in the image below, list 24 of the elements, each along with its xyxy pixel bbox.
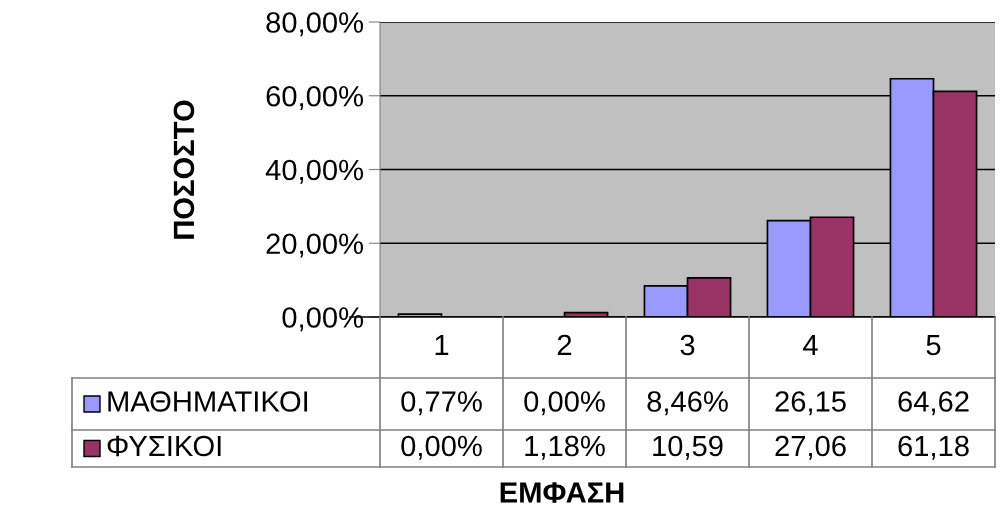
x-tick-label: 1 <box>435 334 449 356</box>
y-tick-label: 0,00% <box>282 307 363 332</box>
x-tick-label: 3 <box>680 334 695 356</box>
y-tick-label: 40,00% <box>265 159 363 184</box>
y-tick-label: 60,00% <box>266 85 363 111</box>
data-label: 0,00% <box>401 435 482 460</box>
data-label: 61,18 <box>898 435 969 460</box>
legend-label: ΦΥΣΙΚΟΙ <box>107 435 221 457</box>
data-label: 27,06 <box>775 435 846 460</box>
y-tick-label: 80,00% <box>266 12 363 37</box>
data-label: 10,59 <box>653 435 723 460</box>
y-tick-label: 20,00% <box>266 233 363 258</box>
data-label: 8,46% <box>647 391 728 416</box>
data-label: 1,18% <box>525 435 605 460</box>
data-label: 26,15 <box>775 391 846 416</box>
legend-label: ΜΑΘΗΜΑΤΙΚΟΙ <box>108 391 308 412</box>
x-tick-label: 5 <box>926 334 941 356</box>
y-axis-title: ΠΟΣΟΣΤΟ <box>173 100 195 239</box>
x-axis-title: ΕΜΦΑΣΗ <box>500 482 624 503</box>
x-tick-label: 4 <box>803 334 818 356</box>
data-label: 64,62 <box>898 391 969 416</box>
data-label: 0,00% <box>524 391 605 416</box>
data-label: 0,77% <box>401 391 482 416</box>
x-tick-label: 2 <box>557 334 572 356</box>
